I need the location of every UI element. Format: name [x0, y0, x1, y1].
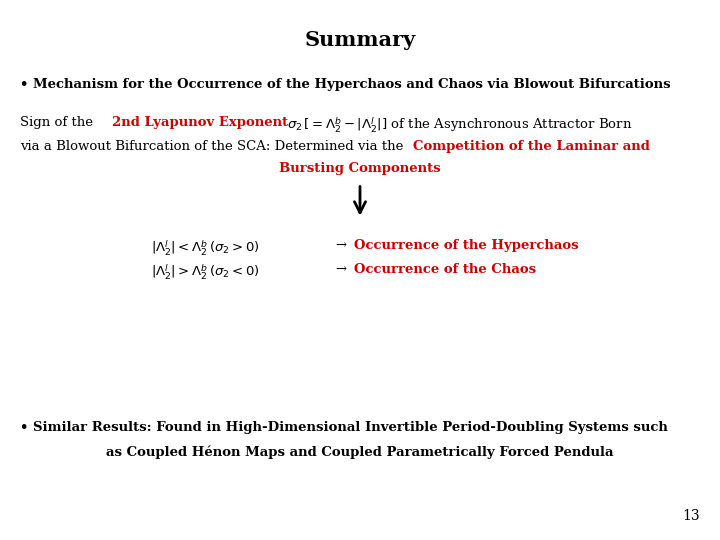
Text: • Mechanism for the Occurrence of the Hyperchaos and Chaos via Blowout Bifurcati: • Mechanism for the Occurrence of the Hy…: [20, 78, 671, 91]
Text: Sign of the: Sign of the: [20, 116, 97, 129]
Text: →: →: [335, 239, 346, 252]
Text: →: →: [335, 263, 346, 276]
Text: Occurrence of the Chaos: Occurrence of the Chaos: [354, 263, 536, 276]
Text: as Coupled Hénon Maps and Coupled Parametrically Forced Pendula: as Coupled Hénon Maps and Coupled Parame…: [107, 446, 613, 459]
Text: $\sigma_2\,[=\Lambda_2^b - |\Lambda_2^l|]$ of the Asynchronous Attractor Born: $\sigma_2\,[=\Lambda_2^b - |\Lambda_2^l|…: [287, 116, 632, 136]
Text: 2nd Lyapunov Exponent: 2nd Lyapunov Exponent: [112, 116, 288, 129]
Text: 13: 13: [683, 509, 700, 523]
Text: $|\Lambda_2^l| < \Lambda_2^b\,(\sigma_2 > 0)$: $|\Lambda_2^l| < \Lambda_2^b\,(\sigma_2 …: [151, 239, 260, 258]
Text: via a Blowout Bifurcation of the SCA: Determined via the: via a Blowout Bifurcation of the SCA: De…: [20, 140, 408, 153]
Text: • Similar Results: Found in High-Dimensional Invertible Period-Doubling Systems : • Similar Results: Found in High-Dimensi…: [20, 421, 668, 434]
Text: Summary: Summary: [305, 30, 415, 50]
Text: Occurrence of the Hyperchaos: Occurrence of the Hyperchaos: [354, 239, 579, 252]
Text: $|\Lambda_2^l| > \Lambda_2^b\,(\sigma_2 < 0)$: $|\Lambda_2^l| > \Lambda_2^b\,(\sigma_2 …: [151, 263, 260, 282]
Text: Competition of the Laminar and: Competition of the Laminar and: [413, 140, 650, 153]
Text: Bursting Components: Bursting Components: [279, 162, 441, 175]
